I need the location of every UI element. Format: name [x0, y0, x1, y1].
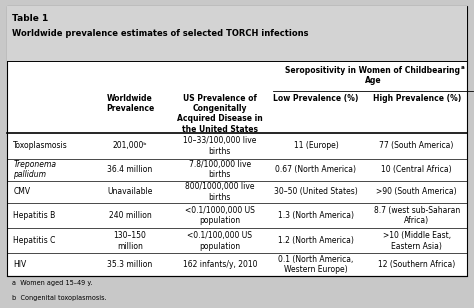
Text: 0.67 (North America): 0.67 (North America)	[275, 165, 356, 174]
Text: 8.7 (west sub-Saharan
Africa): 8.7 (west sub-Saharan Africa)	[374, 206, 460, 225]
Text: 1.2 (North America): 1.2 (North America)	[278, 236, 354, 245]
Text: <0.1/100,000 US
population: <0.1/100,000 US population	[187, 231, 253, 250]
Text: >10 (Middle East,
Eastern Asia): >10 (Middle East, Eastern Asia)	[383, 231, 451, 250]
Text: Table 1: Table 1	[12, 14, 48, 23]
Text: 130–150
million: 130–150 million	[113, 231, 146, 250]
Text: Toxoplasmosis: Toxoplasmosis	[13, 141, 68, 151]
Text: a  Women aged 15–49 y.: a Women aged 15–49 y.	[12, 280, 92, 286]
Text: 800/1000,000 live
births: 800/1000,000 live births	[185, 182, 255, 201]
Text: 30–50 (United States): 30–50 (United States)	[274, 187, 358, 197]
Text: 10–33/100,000 live
births: 10–33/100,000 live births	[183, 136, 256, 156]
Text: 162 infants/y, 2010: 162 infants/y, 2010	[182, 260, 257, 269]
Text: 10 (Central Africa): 10 (Central Africa)	[382, 165, 452, 174]
Text: 77 (South America): 77 (South America)	[380, 141, 454, 151]
Text: 240 million: 240 million	[109, 211, 151, 220]
Text: 1.3 (North America): 1.3 (North America)	[278, 211, 354, 220]
Text: HIV: HIV	[13, 260, 27, 269]
Text: 35.3 million: 35.3 million	[107, 260, 153, 269]
Text: High Prevalence (%): High Prevalence (%)	[373, 94, 461, 103]
Text: 7.8/100,000 live
births: 7.8/100,000 live births	[189, 160, 251, 179]
Text: <0.1/1000,000 US
population: <0.1/1000,000 US population	[185, 206, 255, 225]
Text: Unavailable: Unavailable	[107, 187, 153, 197]
Text: CMV: CMV	[13, 187, 30, 197]
Text: 36.4 million: 36.4 million	[107, 165, 153, 174]
Text: Hepatitis B: Hepatitis B	[13, 211, 55, 220]
Text: Treponema
pallidum: Treponema pallidum	[13, 160, 56, 179]
Text: 201,000ᵇ: 201,000ᵇ	[112, 141, 147, 151]
Text: Worldwide prevalence estimates of selected TORCH infections: Worldwide prevalence estimates of select…	[12, 29, 309, 38]
Text: 11 (Europe): 11 (Europe)	[293, 141, 338, 151]
Text: Hepatitis C: Hepatitis C	[13, 236, 55, 245]
Text: Seropositivity in Women of Childbearing
Age: Seropositivity in Women of Childbearing …	[285, 66, 460, 85]
Text: Worldwide
Prevalence: Worldwide Prevalence	[106, 94, 154, 113]
Text: US Prevalence of
Congenitally
Acquired Disease in
the United States: US Prevalence of Congenitally Acquired D…	[177, 94, 263, 134]
Text: >90 (South America): >90 (South America)	[376, 187, 457, 197]
Text: b  Congenital toxoplasmosis.: b Congenital toxoplasmosis.	[12, 295, 107, 301]
Text: a: a	[461, 65, 465, 70]
Text: 12 (Southern Africa): 12 (Southern Africa)	[378, 260, 455, 269]
Bar	[7, 6, 467, 61]
Bar	[7, 6, 467, 276]
Text: Low Prevalence (%): Low Prevalence (%)	[273, 94, 359, 103]
Text: 0.1 (North America,
Western Europe): 0.1 (North America, Western Europe)	[278, 255, 354, 274]
